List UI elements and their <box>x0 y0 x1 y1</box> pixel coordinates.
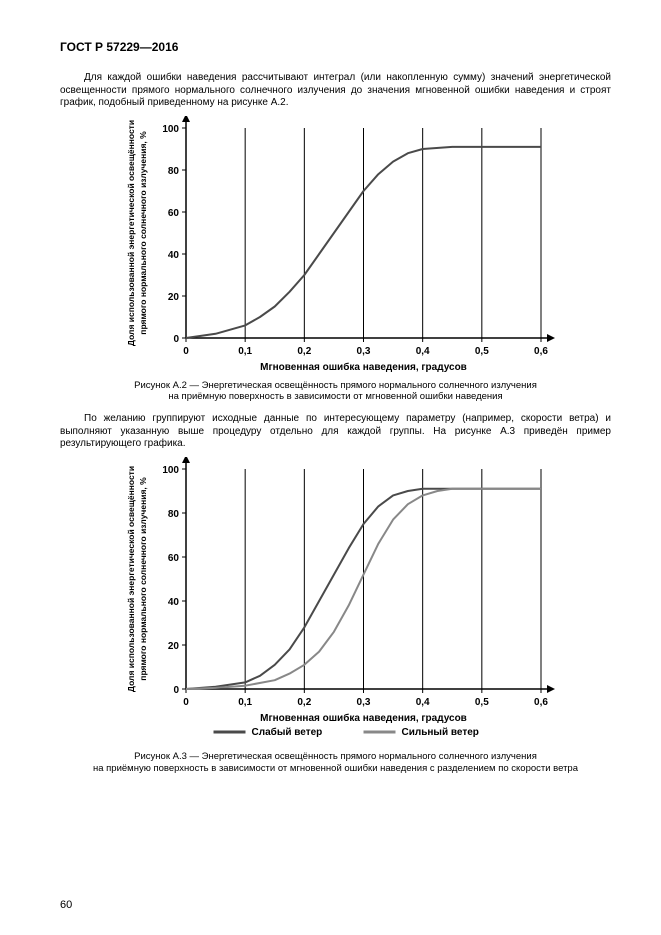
chart-a2: 0 20 40 60 80 100 0 0,1 0,2 0,3 0,4 0,5 0,6 Мгновенна… <box>116 116 556 376</box>
svg-text:0,2: 0,2 <box>297 346 311 357</box>
chart-a3: 0 20 40 60 80 100 0 0,1 0,2 0,3 0,4 0,5 0,6 Мгновенна… <box>116 457 556 747</box>
page: ГОСТ Р 57229—2016 Для каждой ошибки наве… <box>0 0 661 935</box>
svg-text:60: 60 <box>167 553 179 564</box>
caption-a2-line2: на приёмную поверхность в зависимости от… <box>168 391 502 402</box>
paragraph-2: По желанию группируют исходные данные по… <box>60 413 611 451</box>
svg-text:0,3: 0,3 <box>356 346 370 357</box>
svg-text:прямого нормального солнечного: прямого нормального солнечного излучения… <box>138 477 148 681</box>
svg-text:0,2: 0,2 <box>297 697 311 708</box>
paragraph-1: Для каждой ошибки наведения рассчитывают… <box>60 72 611 110</box>
chart-a3-container: 0 20 40 60 80 100 0 0,1 0,2 0,3 0,4 0,5 0,6 Мгновенна… <box>116 457 556 747</box>
svg-text:Доля использованной энергетиче: Доля использованной энергетической освещ… <box>126 466 136 692</box>
svg-text:0,6: 0,6 <box>534 697 548 708</box>
svg-text:Сильный ветер: Сильный ветер <box>401 727 478 738</box>
svg-text:0: 0 <box>173 334 179 345</box>
caption-a3-line2: на приёмную поверхность в зависимости от… <box>93 763 578 774</box>
svg-text:Мгновенная ошибка наведения, г: Мгновенная ошибка наведения, градусов <box>260 361 467 373</box>
svg-text:0,4: 0,4 <box>415 697 429 708</box>
page-number: 60 <box>60 899 72 911</box>
svg-text:0: 0 <box>183 346 189 357</box>
svg-text:100: 100 <box>162 124 179 135</box>
document-header: ГОСТ Р 57229—2016 <box>60 40 611 54</box>
svg-text:60: 60 <box>167 208 179 219</box>
svg-text:0,5: 0,5 <box>474 697 488 708</box>
svg-text:40: 40 <box>167 250 179 261</box>
svg-text:20: 20 <box>167 292 179 303</box>
svg-text:прямого нормального солнечного: прямого нормального солнечного излучения… <box>138 130 148 334</box>
svg-text:20: 20 <box>167 641 179 652</box>
caption-a3-line1: Рисунок А.3 — Энергетическая освещённост… <box>134 751 537 762</box>
svg-text:Мгновенная ошибка наведения, г: Мгновенная ошибка наведения, градусов <box>260 712 467 724</box>
svg-text:0: 0 <box>173 685 179 696</box>
caption-a3: Рисунок А.3 — Энергетическая освещённост… <box>60 751 611 775</box>
caption-a2: Рисунок А.2 — Энергетическая освещённост… <box>60 380 611 404</box>
svg-text:100: 100 <box>162 465 179 476</box>
caption-a2-line1: Рисунок А.2 — Энергетическая освещённост… <box>134 380 537 391</box>
chart-a2-container: 0 20 40 60 80 100 0 0,1 0,2 0,3 0,4 0,5 0,6 Мгновенна… <box>116 116 556 376</box>
svg-text:0,4: 0,4 <box>415 346 429 357</box>
svg-text:40: 40 <box>167 597 179 608</box>
svg-text:0,6: 0,6 <box>534 346 548 357</box>
svg-text:Слабый ветер: Слабый ветер <box>251 726 322 738</box>
svg-text:80: 80 <box>167 166 179 177</box>
svg-text:0,1: 0,1 <box>238 697 252 708</box>
svg-text:0: 0 <box>183 697 189 708</box>
svg-text:0,1: 0,1 <box>238 346 252 357</box>
svg-text:0,3: 0,3 <box>356 697 370 708</box>
svg-text:0,5: 0,5 <box>474 346 488 357</box>
svg-text:80: 80 <box>167 509 179 520</box>
svg-text:Доля использованной энергетиче: Доля использованной энергетической освещ… <box>126 119 136 345</box>
